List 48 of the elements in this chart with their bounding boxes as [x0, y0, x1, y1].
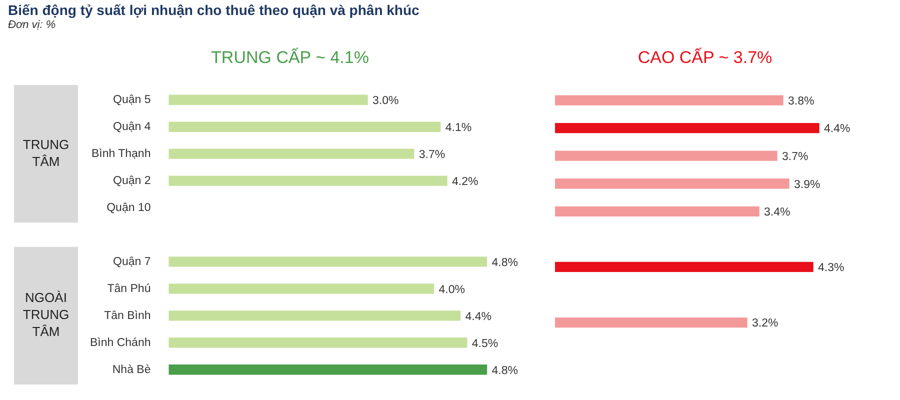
bar	[555, 150, 778, 161]
y-tick-label: Bình Thạnh	[91, 148, 151, 160]
bar	[168, 256, 488, 267]
data-label: 4.1%	[445, 122, 472, 134]
text: TRUNG TÂM	[22, 136, 70, 169]
chart-title: CAO CẤP ~ 3.7%	[638, 46, 772, 67]
bar	[168, 284, 434, 294]
data-label: 4.2%	[452, 176, 478, 188]
bar	[168, 176, 448, 186]
data-label: 3.0%	[372, 95, 399, 108]
bar	[168, 338, 468, 348]
data-label: 3.2%	[752, 318, 778, 330]
y-tick-label: Tân Phú	[107, 282, 151, 295]
y-tick-label: Quận 5	[113, 94, 151, 106]
y-tick-label: Nhà Bè	[112, 364, 151, 376]
y-tick-label: Tân Bình	[104, 310, 151, 322]
y-tick-label: Quận 4	[113, 121, 152, 134]
bar	[168, 148, 414, 159]
data-label: 4.5%	[472, 338, 498, 350]
data-label: 3.4%	[764, 206, 790, 219]
data-label: 3.7%	[418, 149, 446, 162]
y-tick-label: Quận 7	[113, 256, 151, 268]
bar	[168, 122, 441, 132]
data-label: 4.4%	[465, 310, 492, 323]
bar	[555, 262, 814, 272]
text: Đơn vị: %	[8, 19, 57, 31]
bar	[555, 317, 748, 328]
bar	[555, 95, 784, 106]
data-label: 3.8%	[788, 95, 814, 108]
data-label: 3.7%	[782, 151, 808, 164]
text: NGOÀI TRUNG TÂM	[22, 290, 70, 340]
y-tick-label: Bình Chánh	[90, 336, 151, 349]
data-label: 4.4%	[824, 123, 850, 136]
data-label: 3.9%	[794, 178, 820, 191]
bar	[168, 94, 368, 105]
bar	[555, 122, 820, 134]
data-label: 4.3%	[818, 262, 844, 274]
text: Biến động tỷ suất lợi nhuận cho thuê theo quận và phân khúc	[8, 2, 420, 18]
data-label: 4.8%	[492, 256, 518, 269]
y-tick-label: Quận 2	[113, 174, 151, 187]
chart-title: TRUNG CẤP ~ 4.1%	[211, 46, 369, 67]
bar	[555, 206, 760, 216]
bar	[168, 310, 461, 321]
y-tick-label: Quận 10	[106, 202, 151, 214]
data-label: 4.8%	[492, 364, 518, 377]
bar	[555, 178, 790, 189]
bar	[168, 364, 488, 375]
data-label: 4.0%	[438, 284, 465, 296]
